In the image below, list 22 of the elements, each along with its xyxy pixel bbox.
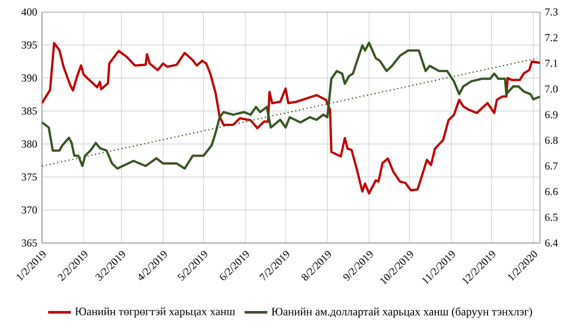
y-tick-label: 365 [22,239,37,247]
y2-tick-label: 6.4 [545,239,558,247]
y2-tick-label: 7.2 [545,34,558,42]
y2-tick-label: 7.3 [545,8,558,16]
y-tick-label: 380 [22,140,37,148]
legend-label: Юанийн төгрөгтэй харьцах ханш [75,307,236,318]
line-series [42,42,540,195]
y2-tick-label: 6.9 [545,111,558,118]
legend-label: Юанийн ам.доллартай харьцах ханш (баруун тэнхлэг) [272,307,532,318]
y2-tick-label: 6.5 [545,214,558,221]
y-tick-label: 375 [22,173,37,181]
y2-tick-label: 6.6 [545,188,558,196]
y-tick-label: 400 [22,8,37,16]
y2-tick-label: 6.8 [545,136,558,144]
y-tick-label: 390 [22,74,37,82]
y2-tick-label: 7.0 [545,85,558,93]
y-tick-label: 385 [22,107,37,115]
line-series [42,42,540,170]
y-tick-label: 370 [22,206,37,214]
y2-tick-label: 7.1 [545,60,558,67]
y2-tick-label: 6.7 [545,162,558,170]
y-tick-label: 395 [22,41,37,49]
